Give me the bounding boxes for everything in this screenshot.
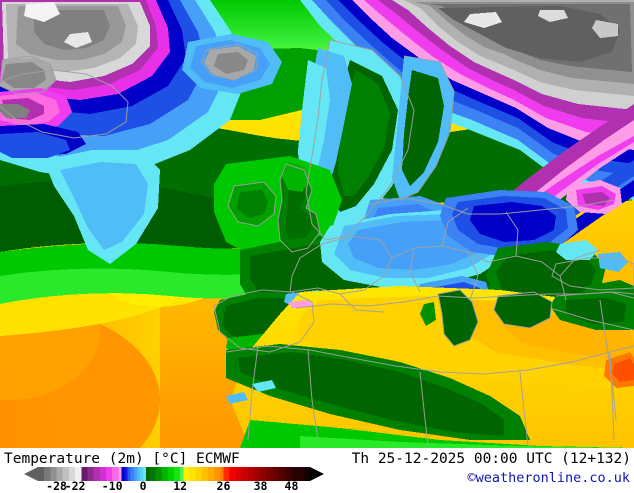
colorbar-segment <box>75 467 82 481</box>
colorbar-segment <box>303 467 310 481</box>
colorbar-segment <box>106 467 113 481</box>
colorbar-segment <box>62 467 69 481</box>
colorbar-tick-label: 0 <box>139 479 147 493</box>
colorbar-segment <box>155 467 162 481</box>
colorbar-right-arrow <box>310 467 324 481</box>
temperature-colorbar[interactable]: -28 -22 -10 0 12 26 38 48 <box>24 467 324 493</box>
layer-iceland <box>182 34 282 94</box>
colorbar-segment <box>266 467 273 481</box>
colorbar-segment <box>99 467 106 481</box>
colorbar-segment <box>183 467 190 481</box>
valid-time-label: Th 25-12-2025 00:00 UTC (12+132) <box>351 451 631 467</box>
colorbar-segment <box>167 467 174 481</box>
colorbar-segment <box>124 467 128 481</box>
colorbar-segment <box>149 467 156 481</box>
layer-western-europe <box>240 180 628 340</box>
colorbar-segment <box>136 467 140 481</box>
colorbar-tick-label: -10 <box>101 479 123 493</box>
colorbar-segment <box>279 467 286 481</box>
colorbar-segment <box>121 467 125 481</box>
colorbar-segment <box>56 467 63 481</box>
colorbar-left-arrow <box>24 467 38 481</box>
colorbar-segment <box>38 467 45 481</box>
colorbar-segment <box>146 467 150 481</box>
colorbar-segment <box>220 467 224 481</box>
colorbar-segment <box>133 467 137 481</box>
colorbar-segment <box>180 467 184 481</box>
colorbar-segment <box>50 467 57 481</box>
colorbar-segment <box>87 467 94 481</box>
colorbar-segment <box>143 467 147 481</box>
colorbar-segment <box>214 467 221 481</box>
colorbar-segment <box>235 467 242 481</box>
colorbar-tick-label: 26 <box>216 479 231 493</box>
colorbar-segment <box>44 467 51 481</box>
map-canvas <box>0 0 634 448</box>
colorbar-segment <box>195 467 202 481</box>
colorbar-segment <box>254 467 261 481</box>
colorbar-tick-label: 38 <box>253 479 268 493</box>
product-title: Temperature (2m) [°C] ECMWF <box>4 451 240 467</box>
colorbar-tick-label: -22 <box>64 479 86 493</box>
colorbar-segment <box>223 467 230 481</box>
layer-coastlines <box>0 39 634 447</box>
colorbar-segment <box>68 467 76 481</box>
colorbar-segment <box>272 467 280 481</box>
colorbar-segment <box>260 467 267 481</box>
colorbar-segment <box>112 467 119 481</box>
colorbar-segment <box>201 467 208 481</box>
colorbar-tick-label: 12 <box>173 479 188 493</box>
colorbar-segment <box>81 467 88 481</box>
colorbar-segment <box>208 467 215 481</box>
colorbar-segment <box>93 467 100 481</box>
colorbar-tick-label: 48 <box>284 479 299 493</box>
colorbar-segment <box>130 467 134 481</box>
temperature-map[interactable] <box>0 0 634 448</box>
colorbar-segment <box>242 467 249 481</box>
colorbar-segment <box>189 467 196 481</box>
colorbar-segment <box>161 467 168 481</box>
colorbar-segment <box>174 467 181 481</box>
colorbar-segment <box>140 467 144 481</box>
colorbar-segment <box>285 467 292 481</box>
colorbar-segment <box>229 467 236 481</box>
colorbar-swatches <box>24 467 324 481</box>
copyright-credit[interactable]: ©weatheronline.co.uk <box>467 470 630 486</box>
colorbar-segment <box>118 467 122 481</box>
layer-british-isles <box>214 156 342 258</box>
colorbar-segment <box>127 467 131 481</box>
colorbar-segment <box>291 467 304 481</box>
colorbar-segment <box>248 467 255 481</box>
map-footer: Temperature (2m) [°C] ECMWF Th 25-12-202… <box>0 448 634 493</box>
